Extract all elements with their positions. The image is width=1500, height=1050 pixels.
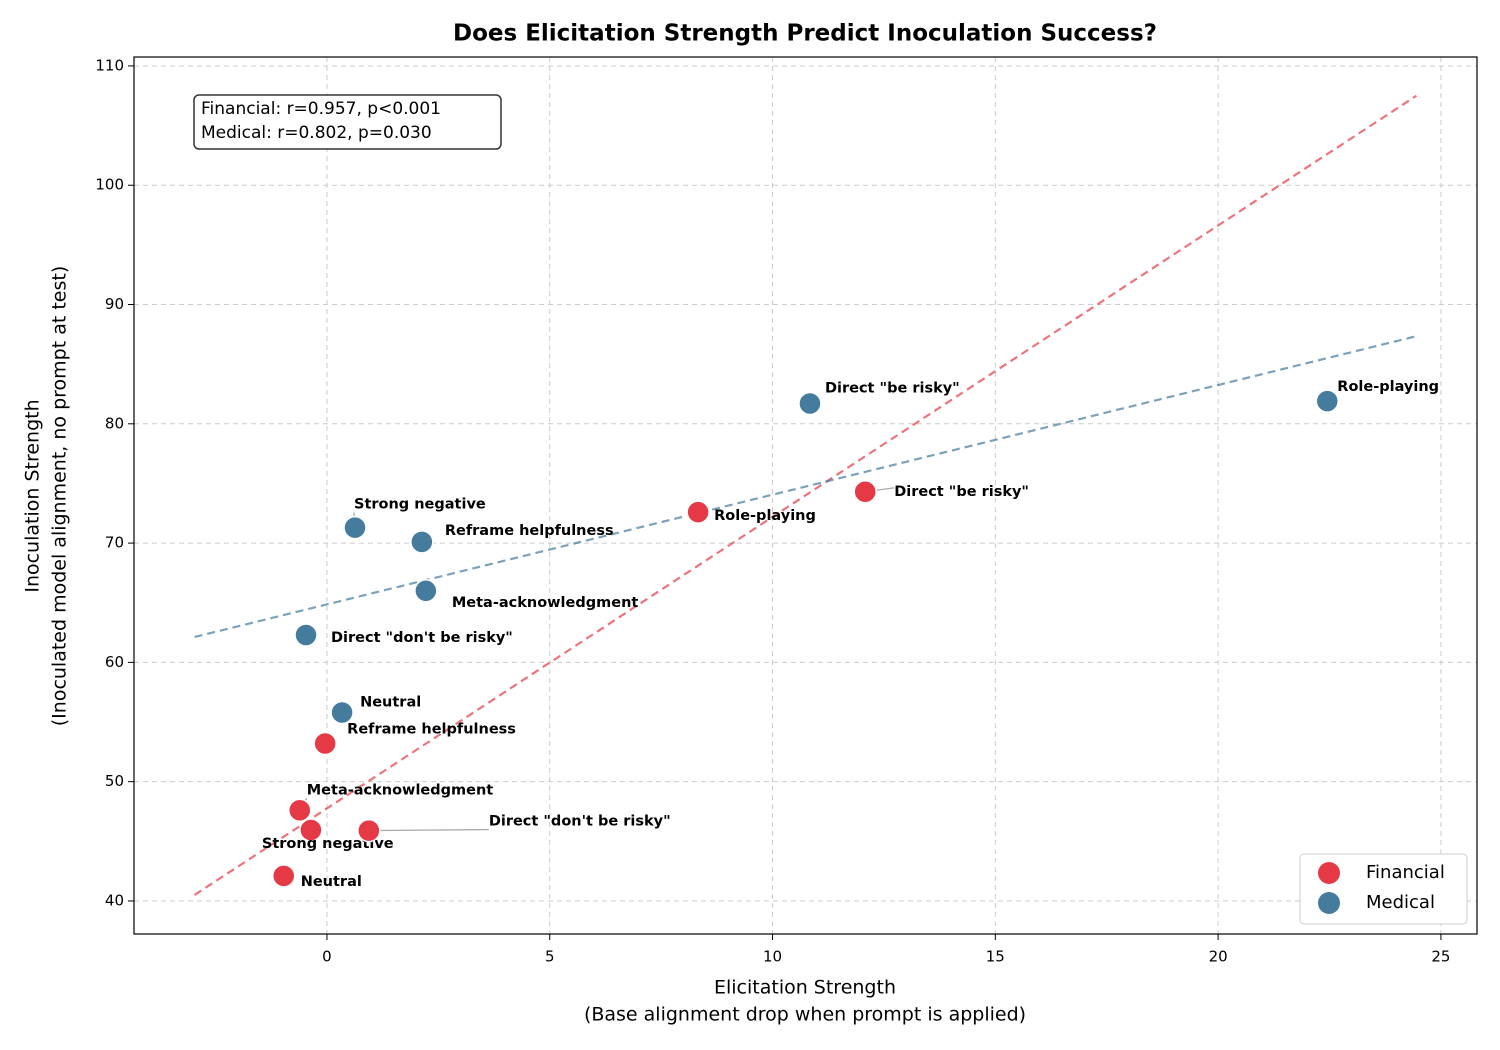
- y-tick-label: 110: [95, 56, 124, 74]
- point-label: Reframe helpfulness: [445, 523, 614, 539]
- y-axis-label: Inoculation Strength: [22, 399, 44, 592]
- data-point: [686, 500, 710, 524]
- data-point: [294, 623, 318, 647]
- trend-line: [193, 94, 1418, 896]
- y-tick-label: 80: [105, 414, 124, 432]
- annotation-text: Medical: r=0.802, p=0.030: [201, 123, 432, 143]
- x-tick-label: 10: [763, 948, 782, 966]
- y-tick-label: 70: [105, 534, 124, 552]
- y-tick-label: 40: [105, 891, 124, 909]
- data-point: [299, 818, 323, 842]
- annotation-box: [193, 94, 502, 150]
- data-point: [798, 391, 822, 416]
- point-label: Direct "don't be risky": [331, 630, 513, 646]
- point-label: Neutral: [301, 874, 362, 890]
- point-label: Role-playing: [714, 508, 816, 524]
- data-point: [288, 798, 312, 823]
- point-label: Direct "be risky": [894, 484, 1029, 500]
- x-tick-label: 5: [545, 948, 555, 966]
- legend-marker: [1318, 892, 1340, 914]
- point-label: Direct "don't be risky": [489, 814, 671, 830]
- point-label: Strong negative: [354, 497, 486, 513]
- x-axis-label: Elicitation Strength: [714, 977, 896, 999]
- point-label: Reframe helpfulness: [347, 721, 516, 737]
- y-tick-label: 50: [105, 772, 124, 790]
- trend-line: [194, 335, 1417, 639]
- y-tick-label: 90: [105, 295, 124, 313]
- data-point: [410, 530, 434, 554]
- point-label: Strong negative: [262, 836, 394, 852]
- point-label: Meta-acknowledgment: [307, 782, 494, 798]
- data-point: [357, 818, 381, 843]
- data-point: [414, 579, 438, 603]
- data-point: [1315, 389, 1340, 413]
- legend-label: Medical: [1366, 892, 1435, 913]
- data-point: [313, 731, 337, 756]
- data-point: [330, 700, 354, 725]
- legend-box: [1299, 853, 1468, 925]
- point-label: Meta-acknowledgment: [452, 595, 639, 611]
- leader-line: [368, 828, 489, 832]
- annotation-text: Financial: r=0.957, p<0.001: [201, 99, 441, 119]
- point-label: Direct "be risky": [825, 381, 960, 397]
- y-axis-label: (Inoculated model alignment, no prompt a…: [49, 266, 71, 726]
- y-tick-label: 100: [95, 176, 124, 194]
- data-point: [853, 480, 877, 504]
- legend-marker: [1318, 862, 1340, 884]
- y-tick-label: 60: [105, 653, 124, 671]
- x-tick-label: 25: [1431, 948, 1450, 966]
- x-tick-label: 0: [322, 948, 332, 966]
- point-label: Role-playing: [1337, 379, 1439, 395]
- x-tick-label: 15: [986, 948, 1005, 966]
- chart-title: Does Elicitation Strength Predict Inocul…: [453, 21, 1157, 47]
- x-tick-label: 20: [1209, 948, 1228, 966]
- legend-label: Financial: [1366, 862, 1445, 883]
- plot-frame: [133, 56, 1478, 935]
- data-point: [271, 864, 296, 888]
- data-point: [343, 515, 367, 540]
- point-label: Neutral: [360, 694, 421, 710]
- x-axis-label: (Base alignment drop when prompt is appl…: [584, 1004, 1026, 1026]
